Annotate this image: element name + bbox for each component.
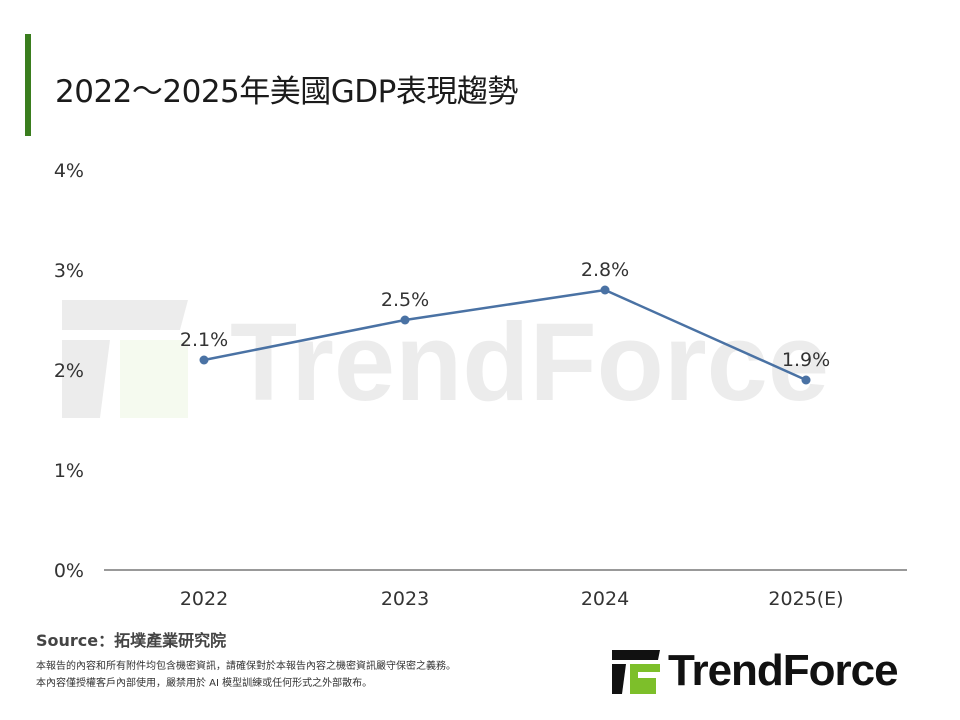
x-tick-label: 2023 <box>381 588 429 610</box>
watermark-text: TrendForce <box>230 301 829 424</box>
data-label: 2.8% <box>581 259 629 281</box>
x-tick-label: 2022 <box>180 588 228 610</box>
data-label: 2.5% <box>381 289 429 311</box>
data-point <box>600 285 610 295</box>
series-line <box>203 288 807 382</box>
disclaimer-line-2: 本內容僅授權客戶內部使用，嚴禁用於 AI 模型訓練或任何形式之外部散布。 <box>36 678 373 689</box>
source-text: Source：拓墣產業研究院 <box>36 631 227 650</box>
y-tick-label: 1% <box>54 460 84 482</box>
logo-mark-icon <box>612 650 660 694</box>
y-tick-label: 2% <box>54 360 84 382</box>
y-tick-label: 0% <box>54 560 84 582</box>
data-point <box>199 355 209 365</box>
data-label: 2.1% <box>180 329 228 351</box>
disclaimer-line-1: 本報告的內容和所有附件均包含機密資訊，請確保對於本報告內容之機密資訊嚴守保密之義… <box>36 661 456 672</box>
trendforce-logo: TrendForce <box>612 646 899 696</box>
data-label: 1.9% <box>782 349 830 371</box>
logo-text: TrendForce <box>668 646 899 695</box>
data-point <box>801 375 811 385</box>
x-tick-label: 2025(E) <box>768 588 843 610</box>
data-point <box>400 315 410 325</box>
x-tick-label: 2024 <box>581 588 629 610</box>
y-tick-label: 3% <box>54 260 84 282</box>
chart-title: 2022～2025年美國GDP表現趨勢 <box>55 74 518 110</box>
watermark: TrendForce <box>62 300 829 424</box>
title-accent-bar <box>25 34 31 136</box>
y-tick-label: 4% <box>54 160 84 182</box>
